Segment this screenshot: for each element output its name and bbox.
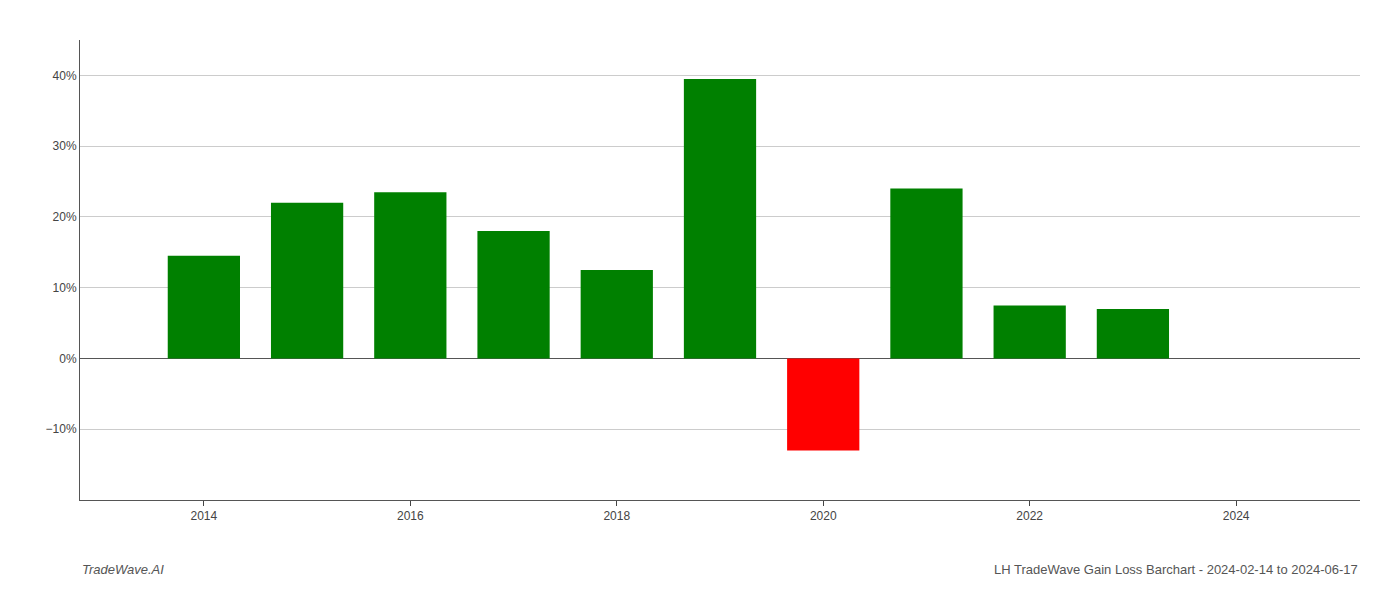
svg-text:2016: 2016 [397, 509, 424, 523]
svg-text:2018: 2018 [603, 509, 630, 523]
svg-text:2022: 2022 [1016, 509, 1043, 523]
svg-text:TradeWave.AI: TradeWave.AI [82, 562, 164, 577]
svg-text:0%: 0% [59, 352, 77, 366]
svg-text:2014: 2014 [191, 509, 218, 523]
svg-text:2024: 2024 [1223, 509, 1250, 523]
svg-text:20%: 20% [53, 210, 77, 224]
svg-text:30%: 30% [53, 139, 77, 153]
svg-text:10%: 10% [53, 281, 77, 295]
svg-text:2020: 2020 [810, 509, 837, 523]
svg-text:40%: 40% [53, 69, 77, 83]
svg-text:−10%: −10% [46, 422, 77, 436]
svg-text:LH TradeWave Gain Loss Barchar: LH TradeWave Gain Loss Barchart - 2024-0… [994, 562, 1358, 577]
